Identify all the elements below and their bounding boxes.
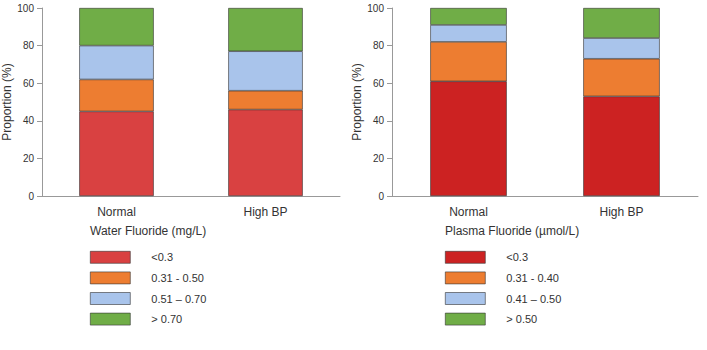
svg-text:Normal: Normal bbox=[97, 205, 136, 219]
svg-text:100: 100 bbox=[17, 3, 34, 14]
svg-text:60: 60 bbox=[373, 78, 385, 89]
svg-text:Plasma Fluoride (µmol/L): Plasma Fluoride (µmol/L) bbox=[445, 224, 579, 238]
svg-text:Water Fluoride (mg/L): Water Fluoride (mg/L) bbox=[90, 224, 206, 238]
svg-text:0: 0 bbox=[28, 191, 34, 202]
svg-text:0.31 - 0.40: 0.31 - 0.40 bbox=[506, 272, 559, 284]
svg-text:High BP: High BP bbox=[599, 205, 643, 219]
svg-text:20: 20 bbox=[23, 153, 35, 164]
svg-text:0.51 – 0.70: 0.51 – 0.70 bbox=[151, 293, 206, 305]
svg-text:> 0.50: > 0.50 bbox=[506, 313, 537, 325]
svg-text:> 0.70: > 0.70 bbox=[151, 313, 182, 325]
svg-text:<0.3: <0.3 bbox=[506, 251, 528, 263]
svg-text:<0.3: <0.3 bbox=[151, 251, 173, 263]
svg-text:0.31 - 0.50: 0.31 - 0.50 bbox=[151, 272, 204, 284]
svg-text:40: 40 bbox=[373, 115, 385, 126]
svg-text:40: 40 bbox=[23, 115, 35, 126]
svg-text:Proportion (%): Proportion (%) bbox=[350, 63, 364, 140]
svg-text:60: 60 bbox=[23, 78, 35, 89]
svg-text:80: 80 bbox=[23, 40, 35, 51]
svg-text:100: 100 bbox=[367, 3, 384, 14]
svg-text:0: 0 bbox=[378, 191, 384, 202]
svg-text:20: 20 bbox=[373, 153, 385, 164]
svg-text:0.41 – 0.50: 0.41 – 0.50 bbox=[506, 293, 561, 305]
svg-text:Proportion (%): Proportion (%) bbox=[0, 63, 14, 140]
svg-text:High BP: High BP bbox=[243, 205, 287, 219]
svg-text:80: 80 bbox=[373, 40, 385, 51]
svg-text:Normal: Normal bbox=[449, 205, 488, 219]
